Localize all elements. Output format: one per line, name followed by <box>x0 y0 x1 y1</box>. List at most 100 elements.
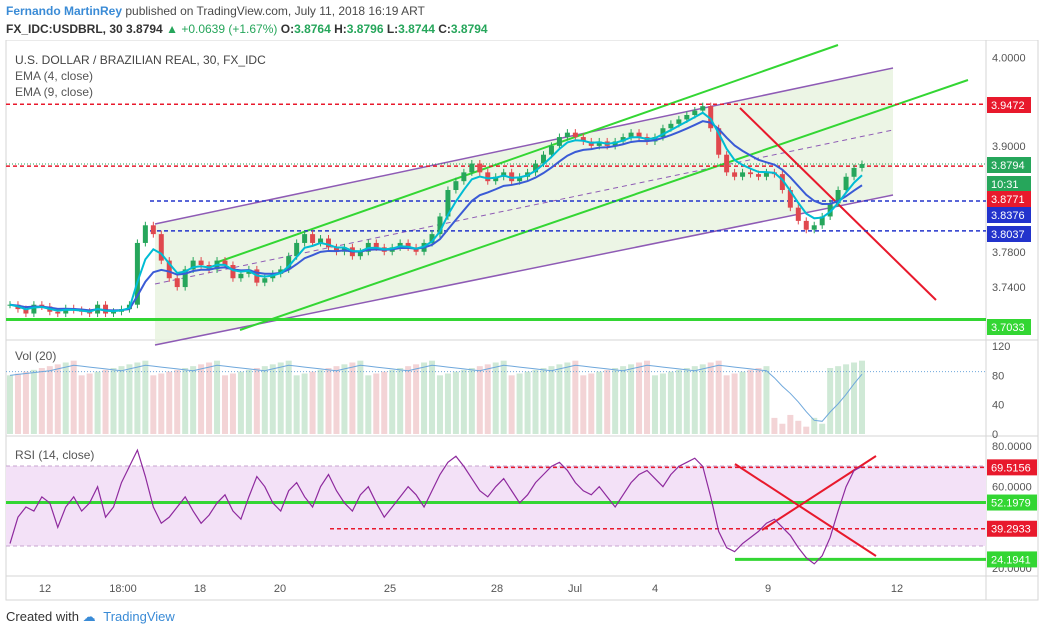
rsi-line <box>9 448 863 565</box>
rsi-tag-label: 24.1941 <box>991 554 1031 566</box>
volume-bars <box>6 360 986 434</box>
volume-ma-line <box>9 364 863 422</box>
candle-body <box>405 242 411 248</box>
channel-upper-line <box>154 67 894 225</box>
volume-bar <box>94 371 101 434</box>
volume-bar <box>22 371 29 434</box>
candle-body <box>787 190 793 208</box>
volume-bar <box>405 366 412 434</box>
rsi-tag <box>987 520 1037 537</box>
volume-bar <box>214 360 221 434</box>
candle-body <box>493 176 499 182</box>
candle-body <box>166 260 172 279</box>
price-tag <box>987 157 1031 173</box>
candle-body <box>684 115 690 120</box>
volume-bar <box>795 420 802 434</box>
volume-tick-label: 120 <box>992 341 1010 353</box>
time-tick-label: 18 <box>194 583 206 595</box>
candle-body <box>23 309 29 314</box>
volume-bar <box>835 366 842 434</box>
footer: Created with ☁ TradingView <box>6 609 175 625</box>
candle-body <box>596 141 602 146</box>
candle-body <box>692 110 698 115</box>
candle-body <box>859 164 865 168</box>
volume-bar <box>675 369 682 434</box>
volume-bar <box>532 369 539 434</box>
rsi-tick-label: 80.0000 <box>992 441 1032 453</box>
chart-area[interactable]: U.S. DOLLAR / BRAZILIAN REAL, 30, FX_IDC… <box>0 40 1044 640</box>
publish-header: Fernando MartinRey published on TradingV… <box>6 4 425 18</box>
volume-bar <box>524 371 531 434</box>
price-tag-label: 3.8771 <box>991 194 1025 206</box>
price-tick-label: 3.9000 <box>992 141 1026 153</box>
volume-bar <box>620 366 627 434</box>
candle-body <box>827 203 833 217</box>
volume-bar <box>508 375 515 434</box>
volume-bar <box>771 417 778 434</box>
level-lines <box>6 103 986 321</box>
rsi-tick-label: 60.0000 <box>992 482 1032 494</box>
volume-bar <box>269 364 276 434</box>
candle-body <box>445 190 451 217</box>
candle-body <box>477 163 483 173</box>
volume-bar <box>78 375 85 434</box>
tradingview-link[interactable]: TradingView <box>103 609 175 624</box>
volume-bar <box>182 368 189 434</box>
last-price: 3.8794 <box>126 22 163 36</box>
low-value: 3.8744 <box>398 22 435 36</box>
symbol-header: FX_IDC:USDBRL, 30 3.8794 ▲ +0.0639 (+1.6… <box>6 22 488 36</box>
volume-bar <box>229 373 236 434</box>
volume-bar <box>763 366 770 434</box>
time-tick-label: 25 <box>384 583 396 595</box>
volume-bar <box>707 362 714 434</box>
time-axis: 12 18:00 18 20 25 28 Jul 4 9 12 <box>39 583 903 595</box>
rsi-tag-label: 52.1979 <box>991 498 1031 510</box>
candle-body <box>238 273 244 279</box>
candle-body <box>795 207 801 221</box>
volume-bar <box>365 375 372 434</box>
candle-body <box>39 304 45 307</box>
volume-bar <box>460 369 467 434</box>
volume-bar <box>389 369 396 434</box>
volume-bar <box>811 417 818 434</box>
candle-body <box>485 172 491 182</box>
volume-axis: 120 80 40 0 <box>992 341 1010 441</box>
rsi-tag <box>987 551 1037 568</box>
volume-bar <box>198 364 205 434</box>
candle-body <box>302 234 308 243</box>
ema4-legend: EMA (4, close) <box>15 69 93 83</box>
channel-fill <box>155 68 893 345</box>
candle-body <box>556 137 562 146</box>
rsi-band <box>6 466 986 546</box>
volume-bar <box>126 364 133 434</box>
ema4-line <box>9 111 863 313</box>
candle-body <box>55 311 61 314</box>
volume-bar <box>747 369 754 434</box>
volume-bar <box>803 426 810 434</box>
publish-info: published on TradingView.com, July 11, 2… <box>125 4 425 18</box>
volume-bar <box>174 369 181 434</box>
candle-body <box>63 308 69 314</box>
candle-body <box>716 128 722 155</box>
close-label: C: <box>438 22 451 36</box>
volume-bar <box>142 360 149 434</box>
volume-bar <box>556 364 563 434</box>
volume-bar <box>723 375 730 434</box>
rsi-level-lines <box>6 466 986 561</box>
time-tick-label: 9 <box>765 583 771 595</box>
volume-bar <box>691 366 698 434</box>
volume-bar <box>293 375 300 434</box>
volume-bar <box>301 373 308 434</box>
candle-body <box>843 176 849 190</box>
price-tag <box>987 97 1031 113</box>
volume-bar <box>134 362 141 434</box>
rsi-legend: RSI (14, close) <box>15 448 94 462</box>
author-link[interactable]: Fernando MartinRey <box>6 4 123 18</box>
price-tick-label: 3.7400 <box>992 282 1026 294</box>
candle-body <box>429 234 435 243</box>
volume-bar <box>253 368 260 434</box>
candle-body <box>357 251 363 257</box>
volume-bar <box>843 364 850 434</box>
close-value: 3.8794 <box>450 22 488 36</box>
volume-bar <box>564 362 571 434</box>
